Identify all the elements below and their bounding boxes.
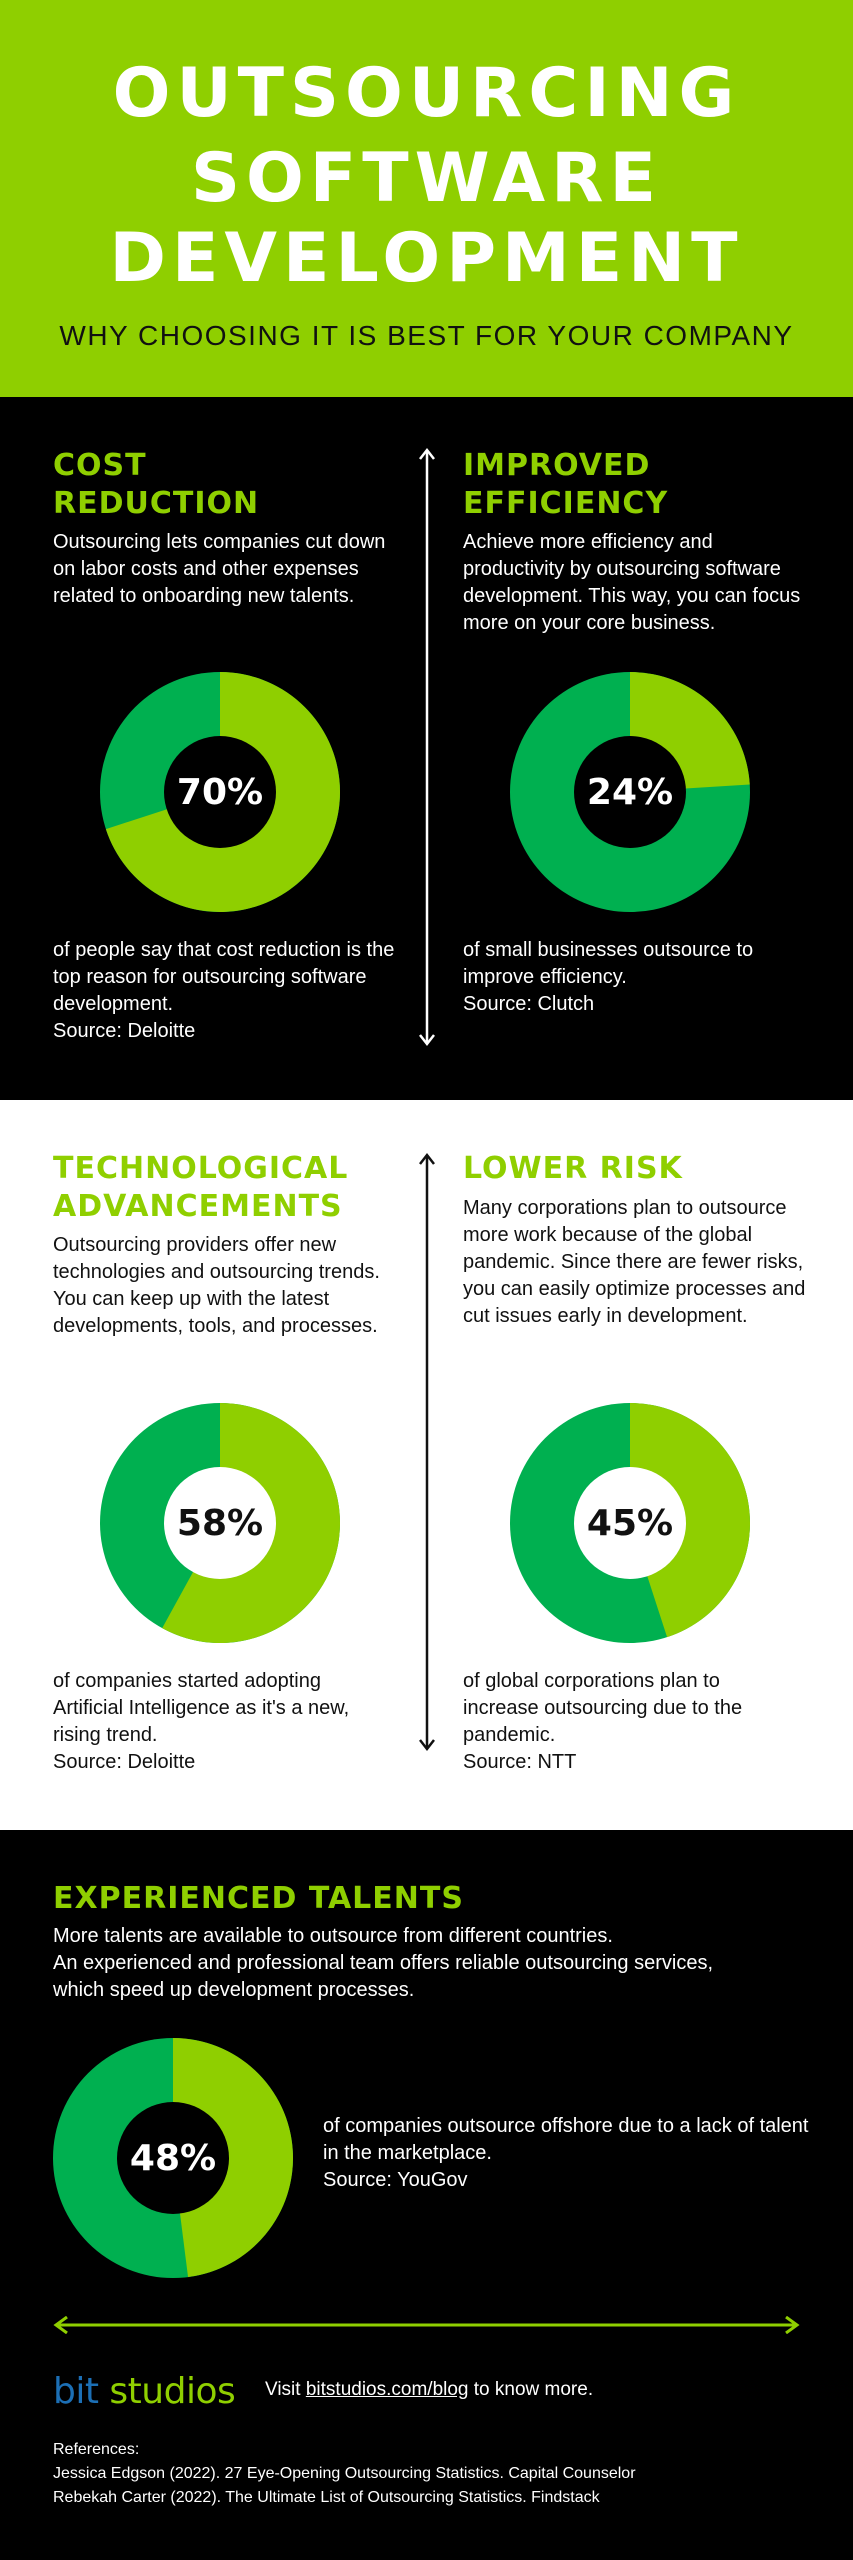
talents-heading-line-1: EXPERIENCED TALENTS bbox=[53, 1881, 464, 1916]
donut-hole bbox=[164, 736, 276, 848]
donut-hole bbox=[574, 736, 686, 848]
title-line-1: OUTSOURCING bbox=[112, 54, 741, 133]
talents-description-line-2: An experienced and professional team off… bbox=[53, 1952, 713, 1974]
cost-heading: COST REDUCTION bbox=[53, 447, 259, 523]
risk-donut: 45% bbox=[510, 1403, 750, 1643]
talents-percent-label: 48% bbox=[129, 2137, 217, 2179]
technology-heading-line-2: ADVANCEMENTS bbox=[53, 1189, 343, 1224]
technology-caption: of companies started adopting Artificial… bbox=[53, 1670, 350, 1746]
technology-heading: TECHNOLOGICAL ADVANCEMENTS bbox=[53, 1150, 348, 1226]
references-label: References: bbox=[53, 2441, 140, 2458]
cost-source: Source: Deloitte bbox=[53, 1020, 196, 1042]
cost-caption: of people say that cost reduction is the… bbox=[53, 939, 395, 1015]
efficiency-description: Achieve more efficiency and productivity… bbox=[463, 531, 801, 634]
risk-source: Source: NTT bbox=[463, 1751, 577, 1773]
technology-heading-line-1: TECHNOLOGICAL bbox=[53, 1151, 349, 1186]
risk-description: Many corporations plan to outsource more… bbox=[463, 1197, 806, 1327]
cost-donut: 70% bbox=[100, 672, 340, 912]
efficiency-caption: of small businesses outsource to improve… bbox=[463, 939, 754, 988]
donut-hole bbox=[164, 1467, 276, 1579]
logo-studios-text: studios bbox=[109, 2371, 236, 2412]
title-line-2: SOFTWARE bbox=[190, 139, 662, 218]
efficiency-source: Source: Clutch bbox=[463, 993, 595, 1015]
reference-1: Jessica Edgson (2022). 27 Eye-Opening Ou… bbox=[53, 2465, 636, 2482]
efficiency-percent-label: 24% bbox=[586, 771, 674, 813]
donut-hole bbox=[574, 1467, 686, 1579]
efficiency-donut: 24% bbox=[510, 672, 750, 912]
section-technology-risk: TECHNOLOGICAL ADVANCEMENTS Outsourcing p… bbox=[0, 1100, 853, 1830]
cost-description: Outsourcing lets companies cut down on l… bbox=[53, 531, 386, 607]
subtitle: WHY CHOOSING IT IS BEST FOR YOUR COMPANY bbox=[59, 320, 794, 351]
reference-2: Rebekah Carter (2022). The Ultimate List… bbox=[53, 2489, 600, 2506]
visit-prefix: Visit bbox=[265, 2379, 306, 2400]
section-talents: EXPERIENCED TALENTS More talents are ava… bbox=[0, 1830, 853, 2560]
cost-caption-block: of people say that cost reduction is the… bbox=[53, 937, 423, 1045]
risk-heading: LOWER RISK bbox=[463, 1150, 683, 1188]
logo-bit-text: bit bbox=[53, 2371, 99, 2412]
donut-percent-slice bbox=[173, 2038, 293, 2278]
talents-donut: 48% bbox=[53, 2038, 293, 2278]
talents-source: Source: YouGov bbox=[323, 2169, 468, 2191]
technology-donut: 58% bbox=[100, 1403, 340, 1643]
vertical-arrow-divider-2 bbox=[419, 1152, 435, 1752]
risk-percent-label: 45% bbox=[586, 1502, 674, 1544]
efficiency-caption-block: of small businesses outsource to improve… bbox=[463, 937, 803, 1018]
talents-caption: of companies outsource offshore due to a… bbox=[323, 2115, 809, 2164]
references: References: Jessica Edgson (2022). 27 Ey… bbox=[53, 2438, 636, 2510]
cost-percent-label: 70% bbox=[176, 771, 264, 813]
blog-link[interactable]: bitstudios.com/blog bbox=[305, 2379, 469, 2400]
donut-percent-slice bbox=[630, 1403, 750, 1638]
efficiency-heading-line-1: IMPROVED bbox=[463, 448, 651, 483]
technology-source: Source: Deloitte bbox=[53, 1751, 196, 1773]
visit-suffix: to know more. bbox=[468, 2379, 594, 2400]
risk-heading-line-1: LOWER RISK bbox=[463, 1151, 683, 1186]
talents-description: More talents are available to outsource … bbox=[53, 1923, 813, 2004]
cost-heading-line-1: COST bbox=[53, 448, 147, 483]
technology-percent-label: 58% bbox=[176, 1502, 264, 1544]
title-line-3: DEVELOPMENT bbox=[109, 219, 744, 298]
talents-description-line-1: More talents are available to outsource … bbox=[53, 1925, 613, 1947]
bit-studios-logo[interactable]: bit studios bbox=[53, 2371, 236, 2412]
horizontal-arrow-divider bbox=[53, 2316, 800, 2334]
efficiency-heading: IMPROVED EFFICIENCY bbox=[463, 447, 668, 523]
risk-caption: of global corporations plan to increase … bbox=[463, 1670, 743, 1746]
talents-heading: EXPERIENCED TALENTS bbox=[53, 1880, 464, 1918]
vertical-arrow-divider bbox=[419, 447, 435, 1047]
talents-description-line-3: which speed up development processes. bbox=[53, 1979, 415, 2001]
section-cost-efficiency: COST REDUCTION Outsourcing lets companie… bbox=[0, 397, 853, 1100]
technology-description: Outsourcing providers offer new technolo… bbox=[53, 1234, 380, 1337]
risk-caption-block: of global corporations plan to increase … bbox=[463, 1668, 783, 1776]
cost-heading-line-2: REDUCTION bbox=[53, 486, 260, 521]
technology-caption-block: of companies started adopting Artificial… bbox=[53, 1668, 393, 1776]
talents-caption-block: of companies outsource offshore due to a… bbox=[323, 2113, 813, 2194]
visit-text: Visit bitstudios.com/blog to know more. bbox=[265, 2378, 593, 2402]
donut-hole bbox=[117, 2102, 229, 2214]
efficiency-heading-line-2: EFFICIENCY bbox=[463, 486, 669, 521]
header-banner: OUTSOURCING SOFTWARE DEVELOPMENT WHY CHO… bbox=[0, 0, 853, 397]
